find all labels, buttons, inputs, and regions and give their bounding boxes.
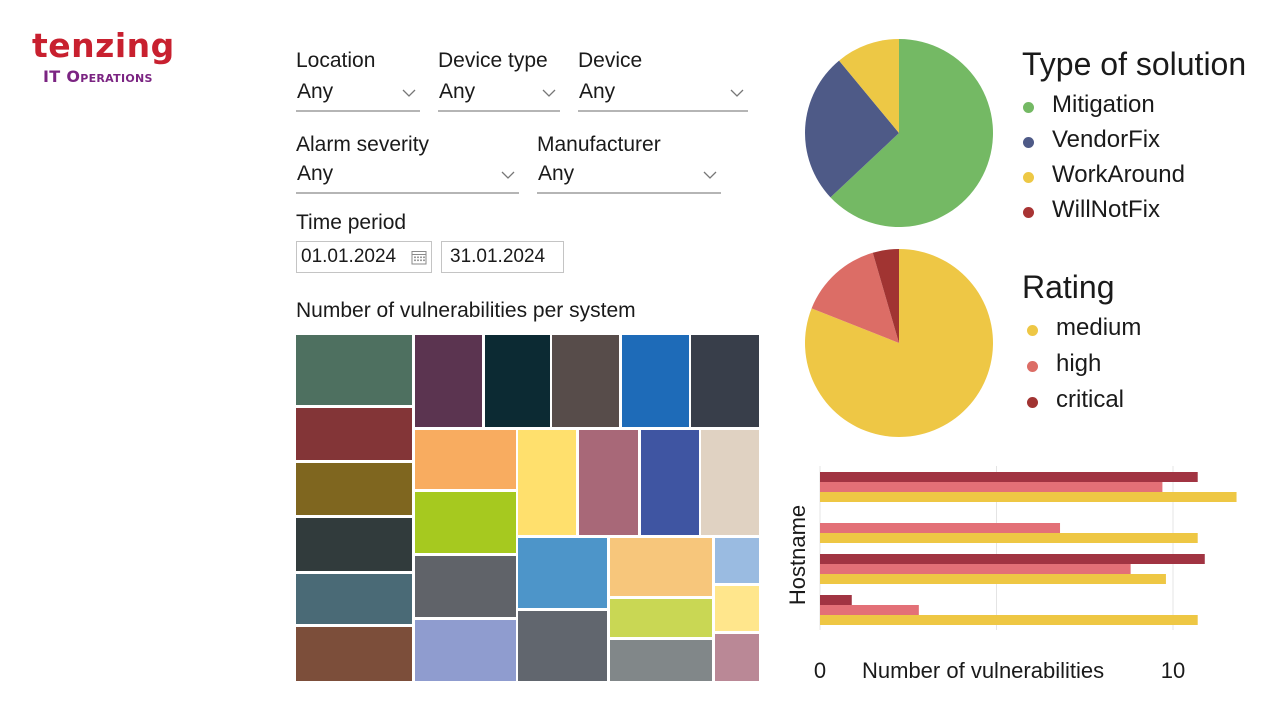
treemap-tile[interactable] — [415, 335, 482, 427]
treemap-tile[interactable] — [518, 430, 576, 535]
manufacturer-label: Manufacturer — [537, 133, 661, 156]
treemap-tile[interactable] — [296, 335, 412, 405]
x-tick-label: 10 — [1161, 658, 1185, 683]
device-type-select[interactable]: Any — [438, 80, 560, 112]
treemap-tile[interactable] — [610, 538, 712, 596]
location-select[interactable]: Any — [296, 80, 420, 112]
location-label: Location — [296, 49, 376, 72]
rating-pie-chart — [805, 249, 993, 437]
location-value: Any — [297, 80, 334, 103]
legend-title-solution: Type of solution — [1022, 46, 1247, 82]
manufacturer-value: Any — [538, 162, 575, 185]
legend-item-mitigation[interactable]: Mitigation — [1052, 91, 1155, 118]
legend-swatch — [1027, 325, 1038, 336]
legend-item-vendorfix[interactable]: VendorFix — [1052, 126, 1161, 153]
chevron-down-icon — [402, 89, 416, 97]
treemap-tile[interactable] — [691, 335, 759, 427]
chevron-down-icon — [730, 89, 744, 97]
bar[interactable] — [820, 492, 1237, 502]
chevron-down-icon — [501, 171, 515, 179]
pie-slice-workaround[interactable] — [839, 39, 899, 133]
pie-slice-critical[interactable] — [872, 249, 899, 343]
treemap-tile[interactable] — [715, 634, 759, 681]
treemap-tile[interactable] — [415, 556, 516, 617]
alarm-severity-select[interactable]: Any — [296, 162, 519, 194]
bar[interactable] — [820, 472, 1198, 482]
device-label: Device — [578, 49, 643, 72]
legend-item-high[interactable]: high — [1056, 350, 1102, 377]
alarm-severity-label: Alarm severity — [296, 133, 430, 156]
solution-type-pie-chart — [805, 39, 993, 227]
treemap-tile[interactable] — [518, 611, 607, 681]
start-date-value: 01.01.2024 — [301, 246, 397, 267]
treemap-tile[interactable] — [610, 640, 712, 681]
treemap-tile[interactable] — [296, 408, 412, 460]
end-date-input[interactable]: 31.01.2024 — [441, 241, 564, 273]
legend-item-medium[interactable]: medium — [1056, 314, 1142, 341]
pie-slice-high[interactable] — [811, 252, 899, 343]
bar[interactable] — [820, 554, 1205, 564]
legend-swatch — [1027, 397, 1038, 408]
chevron-down-icon — [703, 171, 717, 179]
calendar-icon[interactable] — [411, 249, 427, 265]
pie-slice-mitigation[interactable] — [830, 39, 993, 227]
bar[interactable] — [820, 564, 1131, 574]
bar[interactable] — [820, 574, 1166, 584]
alarm-severity-value: Any — [297, 162, 334, 185]
legend-swatch — [1023, 172, 1034, 183]
treemap-tile[interactable] — [622, 335, 689, 427]
logo: tenzing IT Operations — [32, 26, 192, 88]
legend-item-critical[interactable]: critical — [1056, 386, 1125, 413]
legend-item-workaround[interactable]: WorkAround — [1052, 161, 1185, 188]
treemap-tile[interactable] — [518, 538, 607, 608]
device-type-value: Any — [439, 80, 476, 103]
device-value: Any — [579, 80, 616, 103]
bar[interactable] — [820, 523, 1061, 533]
treemap-title: Number of vulnerabilities per system — [296, 299, 636, 322]
treemap-tile[interactable] — [715, 538, 759, 583]
treemap-tile[interactable] — [296, 518, 412, 571]
pie-slice-vendorfix[interactable] — [805, 60, 899, 198]
treemap — [296, 335, 759, 681]
treemap-tile[interactable] — [579, 430, 638, 535]
logo-wordmark: tenzing — [32, 26, 175, 65]
bar[interactable] — [820, 533, 1198, 543]
treemap-tile[interactable] — [715, 586, 759, 631]
bar[interactable] — [820, 615, 1198, 625]
device-select[interactable]: Any — [578, 80, 748, 112]
treemap-tile[interactable] — [610, 599, 712, 637]
treemap-tile[interactable] — [415, 492, 516, 553]
manufacturer-select[interactable]: Any — [537, 162, 721, 194]
treemap-tile[interactable] — [641, 430, 699, 535]
bar[interactable] — [820, 482, 1163, 492]
legend-swatch — [1023, 137, 1034, 148]
treemap-tile[interactable] — [701, 430, 759, 535]
treemap-tile[interactable] — [296, 463, 412, 515]
end-date-value: 31.01.2024 — [450, 246, 546, 267]
start-date-input[interactable]: 01.01.2024 — [296, 241, 432, 273]
legend-swatch — [1027, 361, 1038, 372]
treemap-tile[interactable] — [415, 620, 516, 681]
y-axis-label: Hostname — [785, 505, 810, 605]
x-axis-label: Number of vulnerabilities — [862, 658, 1104, 683]
bar[interactable] — [820, 595, 852, 605]
legend-swatch — [1023, 102, 1034, 113]
time-period-label: Time period — [296, 211, 407, 234]
logo-subtitle: IT Operations — [43, 67, 153, 86]
treemap-tile[interactable] — [415, 430, 516, 489]
treemap-tile[interactable] — [552, 335, 619, 427]
treemap-tile[interactable] — [485, 335, 550, 427]
device-type-label: Device type — [438, 49, 548, 72]
x-tick-label: 0 — [814, 658, 826, 683]
vulnerabilities-bar-chart: 0 10 Number of vulnerabilities Hostname — [785, 466, 1237, 683]
chevron-down-icon — [542, 89, 556, 97]
legend-title-rating: Rating — [1022, 269, 1115, 305]
bar[interactable] — [820, 605, 919, 615]
treemap-tile[interactable] — [296, 574, 412, 624]
treemap-tile[interactable] — [296, 627, 412, 681]
legend-item-willnotfix[interactable]: WillNotFix — [1052, 196, 1160, 223]
legend-swatch — [1023, 207, 1034, 218]
